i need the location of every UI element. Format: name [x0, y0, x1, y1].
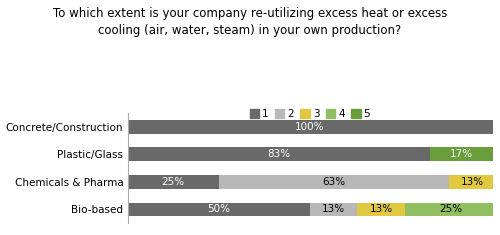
Bar [128, 120, 492, 133]
Bar [219, 175, 448, 189]
Text: 13%: 13% [322, 204, 345, 215]
Bar [128, 147, 430, 161]
Text: 13%: 13% [461, 177, 484, 187]
Legend: 1, 2, 3, 4, 5: 1, 2, 3, 4, 5 [246, 105, 374, 123]
Text: 63%: 63% [322, 177, 345, 187]
Bar [128, 175, 219, 189]
Text: 25%: 25% [162, 177, 184, 187]
Text: 25%: 25% [439, 204, 462, 215]
Bar [128, 203, 310, 216]
Bar [448, 175, 496, 189]
Bar [405, 203, 496, 216]
Bar [310, 203, 358, 216]
Text: 50%: 50% [208, 204, 230, 215]
Text: 83%: 83% [268, 149, 290, 159]
Text: 13%: 13% [370, 204, 392, 215]
Bar [358, 203, 405, 216]
Text: 100%: 100% [295, 121, 325, 132]
Text: 17%: 17% [450, 149, 473, 159]
Text: To which extent is your company re-utilizing excess heat or excess
cooling (air,: To which extent is your company re-utili… [53, 7, 447, 37]
Bar [430, 147, 492, 161]
